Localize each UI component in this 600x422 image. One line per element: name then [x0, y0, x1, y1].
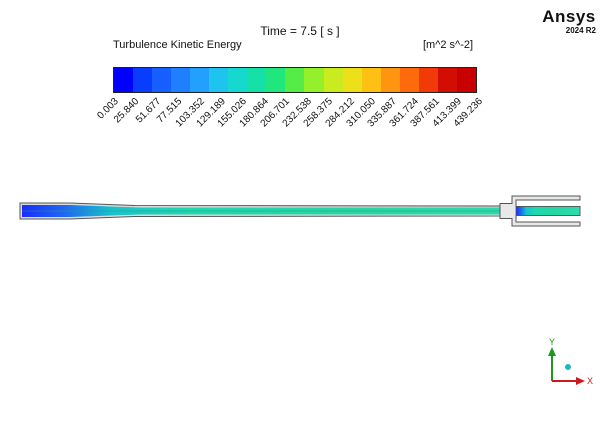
variable-units: [m^2 s^-2]: [423, 39, 474, 51]
colorbar-segment: [456, 68, 476, 92]
colorbar-segment: [323, 68, 343, 92]
ansys-logo: Ansys 2024 R2: [540, 7, 598, 36]
colorbar-segment: [190, 68, 210, 92]
colorbar-segment: [114, 68, 134, 92]
x-axis-arrowhead: [576, 377, 585, 385]
colorbar-segment: [380, 68, 400, 92]
brand-version: 2024 R2: [565, 26, 596, 35]
colorbar-segment: [399, 68, 419, 92]
colorbar-segment: [171, 68, 191, 92]
colorbar-segment: [437, 68, 457, 92]
time-label: Time = 7.5 [ s ]: [260, 24, 340, 38]
z-axis-dot: [565, 364, 571, 370]
colorbar-segment: [209, 68, 229, 92]
colorbar-segment: [418, 68, 438, 92]
colorbar-segment: [152, 68, 172, 92]
colorbar-segment: [228, 68, 248, 92]
colorbar-segment: [247, 68, 267, 92]
colorbar-segment: [361, 68, 381, 92]
outlet-core: [515, 206, 581, 216]
legend-colorbar: [113, 67, 477, 93]
colorbar-segment: [133, 68, 153, 92]
colorbar-segment: [342, 68, 362, 92]
y-axis-label: Y: [549, 337, 555, 347]
colorbar-segment: [304, 68, 324, 92]
variable-name: Turbulence Kinetic Energy: [113, 39, 242, 51]
y-axis-arrowhead: [548, 347, 556, 356]
x-axis-label: X: [587, 376, 593, 386]
brand-name: Ansys: [542, 7, 596, 26]
colorbar-segment: [266, 68, 286, 92]
colorbar-segment: [285, 68, 305, 92]
